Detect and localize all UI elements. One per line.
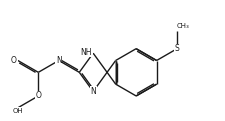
Text: N: N <box>90 87 96 96</box>
Text: N: N <box>56 56 62 65</box>
Text: OH: OH <box>13 108 23 114</box>
Text: NH: NH <box>81 48 92 57</box>
Text: O: O <box>35 91 41 100</box>
Text: O: O <box>11 56 17 65</box>
Text: CH₃: CH₃ <box>177 23 190 29</box>
Text: S: S <box>175 44 180 53</box>
